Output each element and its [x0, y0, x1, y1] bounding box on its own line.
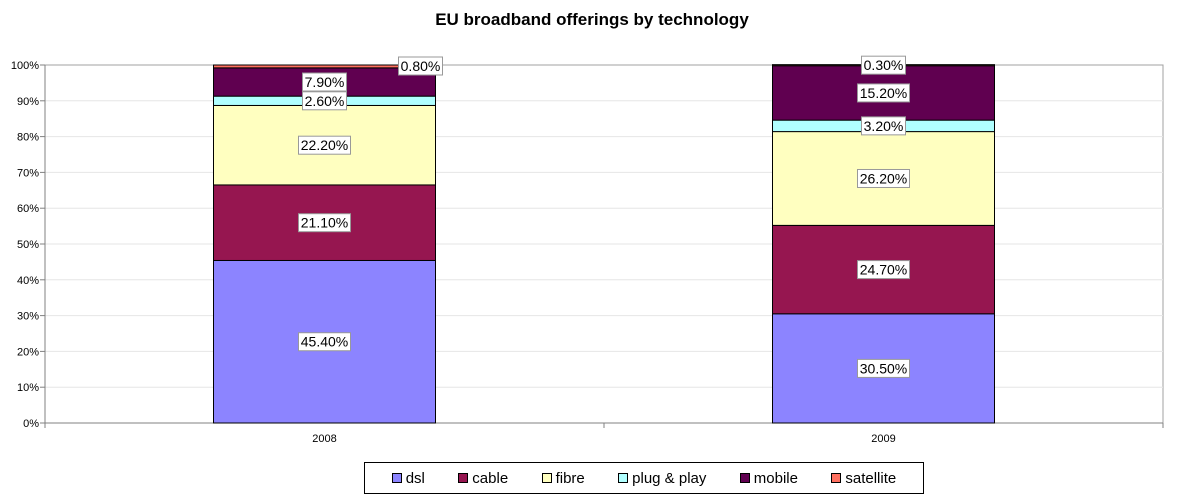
x-tick-label: 2009: [871, 433, 895, 445]
legend: dsl cable fibre plug & play mobile satellite: [364, 462, 924, 494]
data-label-box: [302, 72, 347, 92]
y-tick-label: 80%: [17, 132, 39, 144]
legend-label: plug & play: [632, 469, 707, 487]
legend-item: plug & play: [618, 470, 706, 487]
data-label-box: [857, 168, 910, 188]
legend-item: fibre: [541, 469, 585, 487]
y-tick-label: 90%: [17, 96, 39, 108]
y-tick-label: 30%: [17, 311, 39, 323]
data-label: 3.20%: [864, 118, 904, 134]
data-label-box: [857, 260, 910, 280]
y-tick-label: 40%: [17, 275, 39, 287]
y-tick-label: 20%: [17, 346, 39, 358]
data-label-box: [302, 91, 347, 111]
legend-swatch: [541, 473, 552, 483]
data-label: 0.80%: [401, 58, 441, 74]
legend-swatch: [391, 473, 402, 483]
y-tick-label: 50%: [17, 239, 39, 251]
data-label-box: [861, 116, 906, 136]
legend-item: cable: [458, 470, 508, 487]
data-label: 21.10%: [301, 215, 348, 231]
legend-label: mobile: [753, 469, 798, 487]
legend-item: satellite: [831, 470, 896, 487]
data-label: 0.30%: [864, 57, 904, 73]
data-label: 22.20%: [301, 137, 348, 153]
legend-swatch: [458, 473, 469, 483]
data-label-box: [857, 83, 910, 103]
y-tick-label: 10%: [17, 382, 39, 394]
y-tick-label: 0%: [23, 418, 39, 430]
data-label-box: [298, 135, 351, 155]
chart-title: EU broadband offerings by technology: [435, 10, 749, 29]
y-tick-label: 70%: [17, 167, 39, 179]
data-label: 30.50%: [860, 360, 907, 376]
data-label-box: [298, 213, 351, 233]
legend-item: dsl: [391, 469, 425, 487]
legend-swatch: [831, 473, 842, 483]
data-label-box: [857, 358, 910, 378]
legend-label: dsl: [405, 469, 425, 487]
legend-label: satellite: [845, 469, 897, 487]
data-label: 15.20%: [860, 85, 907, 101]
data-label-box: [861, 55, 906, 75]
legend-label: fibre: [555, 469, 585, 487]
data-label: 24.70%: [860, 262, 907, 278]
data-label: 7.90%: [305, 74, 345, 90]
data-label: 2.60%: [305, 93, 345, 109]
legend-item: mobile: [739, 469, 798, 487]
data-label: 26.20%: [860, 170, 907, 186]
legend-label: cable: [472, 469, 509, 487]
y-tick-label: 100%: [11, 60, 39, 72]
legend-swatch: [739, 473, 750, 483]
data-label: 45.40%: [301, 334, 348, 350]
legend-swatch: [618, 473, 629, 483]
data-label-box: [298, 332, 351, 352]
plot-area: 0% 10% 20% 30% 40% 50% 60% 70% 80% 90% 100% 2008 45.…: [11, 55, 1164, 445]
x-tick-label: 2008: [312, 433, 336, 445]
data-label-box: [398, 56, 443, 76]
y-tick-label: 60%: [17, 203, 39, 215]
